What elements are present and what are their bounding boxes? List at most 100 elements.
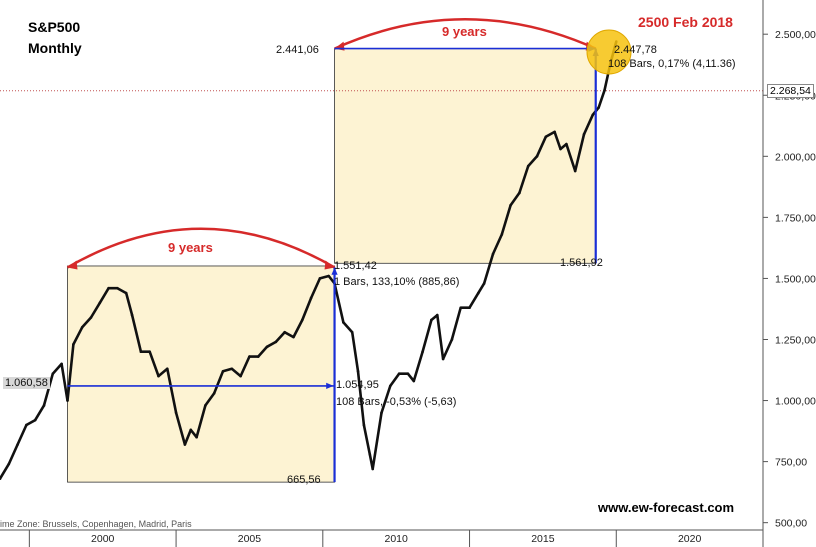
cycle1-arc-head bbox=[324, 260, 335, 270]
data-point bbox=[189, 428, 193, 432]
cycle2-box bbox=[334, 48, 597, 264]
data-point bbox=[597, 106, 600, 109]
data-point bbox=[139, 350, 143, 354]
data-point bbox=[248, 355, 251, 358]
data-point bbox=[491, 252, 495, 256]
data-point bbox=[389, 384, 392, 388]
cycle1-bottom-value: 665,56 bbox=[287, 474, 321, 486]
current-price-tag: 2.268,54 bbox=[767, 84, 814, 98]
data-point bbox=[283, 330, 286, 334]
data-point bbox=[368, 452, 372, 456]
data-point bbox=[430, 318, 433, 322]
data-point bbox=[16, 443, 19, 446]
y-tick-label: 1.500,00 bbox=[775, 273, 816, 285]
chart-title-timeframe: Monthly bbox=[28, 40, 82, 56]
data-point bbox=[350, 330, 354, 334]
data-point bbox=[553, 130, 556, 134]
data-point bbox=[582, 133, 586, 136]
chart-title-index: S&P500 bbox=[28, 19, 81, 35]
data-point bbox=[565, 142, 568, 146]
data-point bbox=[89, 316, 93, 319]
data-point bbox=[397, 372, 401, 375]
data-point bbox=[459, 306, 463, 310]
cycle2-arc bbox=[334, 18, 597, 50]
data-point bbox=[292, 335, 295, 339]
data-point bbox=[165, 367, 169, 371]
data-point bbox=[327, 274, 330, 278]
data-point bbox=[130, 313, 134, 317]
x-tick-label: 2000 bbox=[91, 533, 115, 545]
data-point bbox=[80, 325, 84, 329]
timezone-label: ime Zone: Brussels, Copenhagen, Madrid, … bbox=[0, 519, 192, 529]
website-label: www.ew-forecast.com bbox=[598, 500, 735, 515]
data-point bbox=[450, 338, 454, 341]
data-point bbox=[573, 169, 577, 173]
data-point bbox=[221, 369, 225, 373]
series-line-sp500 bbox=[0, 41, 618, 480]
data-point bbox=[309, 296, 313, 300]
cycle1-right-value: 1.551,42 bbox=[334, 260, 377, 272]
data-point bbox=[356, 369, 360, 373]
x-tick-label: 2010 bbox=[384, 533, 408, 545]
cycle2-top-stats: 108 Bars, 0,17% (4,11.36) bbox=[608, 58, 736, 70]
cycle2-top-left-value: 2.441,06 bbox=[276, 44, 319, 56]
data-point bbox=[500, 233, 504, 236]
cycle1-hline-right-value: 1.054,95 bbox=[336, 379, 379, 391]
data-point bbox=[509, 203, 512, 207]
data-point bbox=[274, 340, 278, 344]
data-point bbox=[371, 467, 374, 471]
data-point bbox=[518, 191, 521, 195]
data-point bbox=[60, 362, 63, 366]
cycle2-top-right-value: 2.447,78 bbox=[614, 44, 657, 56]
data-point bbox=[468, 306, 471, 310]
data-point bbox=[148, 350, 151, 354]
data-point bbox=[526, 164, 530, 168]
data-point bbox=[212, 391, 216, 395]
data-point bbox=[157, 374, 160, 378]
y-tick-label: 750,00 bbox=[775, 457, 807, 469]
cycle1-hline-arrow-head bbox=[326, 382, 334, 390]
data-point bbox=[544, 135, 548, 139]
x-tick-label: 2020 bbox=[678, 533, 702, 545]
data-point bbox=[421, 350, 424, 354]
data-point bbox=[477, 291, 480, 295]
data-point bbox=[412, 379, 416, 383]
data-point bbox=[7, 462, 11, 466]
data-point bbox=[362, 423, 366, 427]
y-tick-label: 1.750,00 bbox=[775, 212, 816, 224]
data-point bbox=[591, 113, 595, 117]
data-point bbox=[124, 291, 128, 295]
y-tick-label: 2.000,00 bbox=[775, 151, 816, 163]
y-tick-label: 2.500,00 bbox=[775, 29, 816, 41]
data-point bbox=[435, 313, 439, 317]
cycle1-vline-arrow-head bbox=[331, 267, 338, 275]
data-point bbox=[318, 277, 322, 280]
cycle2-bottom-right-value: 1.561,92 bbox=[560, 257, 603, 269]
cycle1-years-label: 9 years bbox=[168, 240, 213, 255]
data-point bbox=[98, 301, 102, 305]
data-point bbox=[42, 404, 46, 407]
data-point bbox=[51, 372, 55, 375]
cycle1-vline-stats: 1 Bars, 133,10% (885,86) bbox=[334, 276, 460, 288]
x-tick-label: 2005 bbox=[238, 533, 262, 545]
y-tick-label: 1.250,00 bbox=[775, 334, 816, 346]
data-point bbox=[441, 357, 445, 361]
data-point bbox=[204, 404, 207, 407]
data-point bbox=[342, 321, 345, 324]
x-tick-label: 2015 bbox=[531, 533, 555, 545]
data-point bbox=[33, 418, 37, 422]
data-point bbox=[559, 147, 562, 151]
data-point bbox=[535, 155, 539, 158]
data-point bbox=[183, 443, 187, 446]
data-point bbox=[300, 318, 304, 322]
data-point bbox=[603, 89, 606, 92]
data-point bbox=[239, 374, 242, 378]
y-tick-label: 500,00 bbox=[775, 518, 807, 530]
data-point bbox=[66, 399, 69, 402]
data-point bbox=[482, 282, 486, 285]
data-point bbox=[256, 355, 260, 358]
data-point bbox=[0, 477, 2, 481]
data-point bbox=[174, 411, 178, 415]
data-point bbox=[406, 372, 410, 375]
